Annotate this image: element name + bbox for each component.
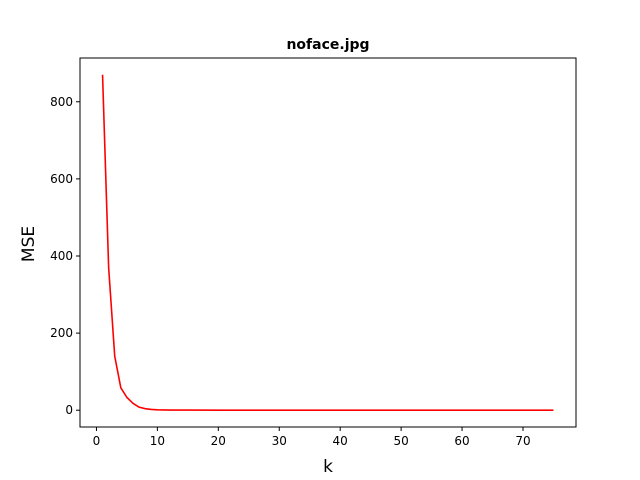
series-layer (101, 74, 554, 412)
x-tick-label: 40 (333, 434, 348, 448)
y-axis: 0 200 400 600 800 (50, 95, 80, 417)
series-line (101, 74, 554, 412)
y-tick-label: 200 (50, 326, 73, 340)
x-tick-label: 60 (454, 434, 469, 448)
x-axis-label: k (323, 457, 333, 477)
x-tick-label: 50 (393, 434, 408, 448)
x-tick-label: 20 (211, 434, 226, 448)
x-axis: 0 10 20 30 40 50 60 70 (93, 427, 531, 448)
x-tick-label: 70 (515, 434, 530, 448)
y-axis-label: MSE (19, 226, 39, 262)
y-tick-label: 0 (65, 403, 73, 417)
x-tick-label: 10 (150, 434, 165, 448)
x-tick-label: 30 (272, 434, 287, 448)
x-tick-label: 0 (93, 434, 101, 448)
plot-frame (79, 57, 577, 428)
y-tick-label: 400 (50, 249, 73, 263)
y-tick-label: 600 (50, 172, 73, 186)
chart-title: noface.jpg (286, 37, 369, 53)
y-tick-label: 800 (50, 95, 73, 109)
plot-area: 0 10 20 30 40 50 60 70 0 200 400 600 800 (50, 57, 577, 448)
